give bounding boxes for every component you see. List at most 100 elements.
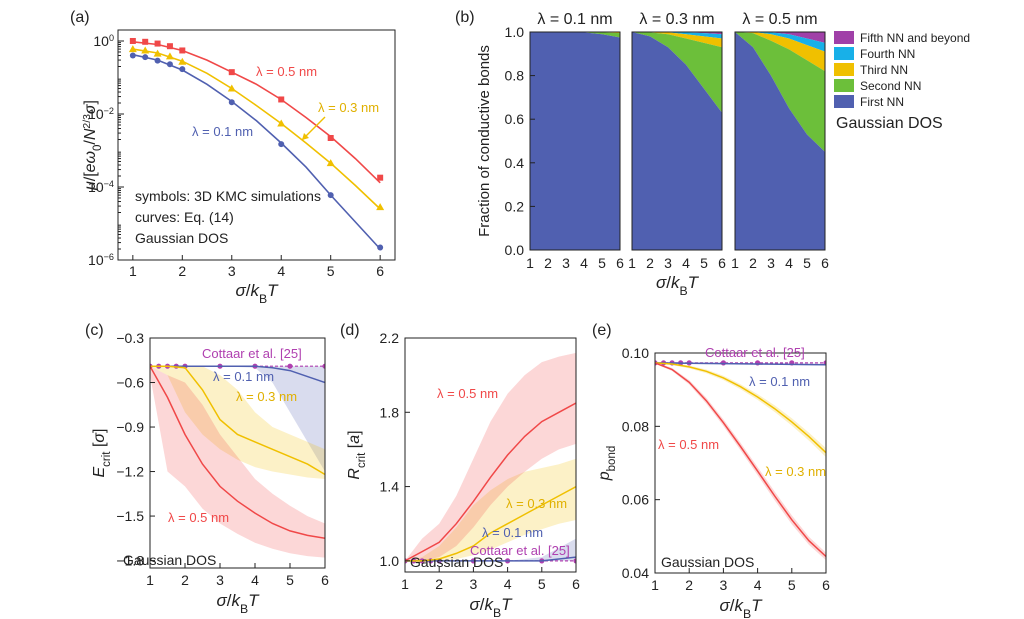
panel-d-xtick-label: 6: [572, 576, 580, 592]
panel-a-point: [278, 141, 285, 148]
panel-b-xtick-label: 4: [682, 255, 690, 271]
panel-b-legend-swatch: [834, 63, 854, 76]
panel-d-frame: [404, 337, 577, 573]
panel-e-line-2: [655, 362, 826, 454]
panel-a-curve-2: [132, 53, 381, 250]
panel-a-point: [154, 57, 161, 64]
panel-c-ytick-label: −0.9: [116, 419, 144, 435]
panel-b-legend-label: Third NN: [860, 63, 908, 77]
panel-a-ytick-label: 10−2: [88, 106, 114, 122]
panel-d-xtick-label: 4: [504, 576, 512, 592]
panel-a-point: [377, 174, 384, 181]
panel-e-label-gold: λ = 0.3 nm: [765, 464, 826, 479]
panel-a-point: [228, 99, 235, 106]
panel-b-area-second: [530, 32, 620, 38]
panel-c-ref-point: [322, 363, 325, 369]
panel-e-xtick-label: 1: [651, 577, 659, 593]
panel-c-label-cottaar: Cottaar et al. [25]: [202, 346, 302, 361]
panel-a-point: [142, 54, 149, 61]
panel-a-label-blue: λ = 0.1 nm: [192, 124, 253, 139]
panel-a-point: [228, 69, 235, 76]
panel-b-subplot-title: λ = 0.1 nm: [537, 11, 612, 28]
panel-a-point: [153, 49, 162, 57]
panel-d-ytick-label: 1.8: [380, 404, 400, 420]
panel-b-ylabel: Fraction of conductive bonds: [476, 45, 493, 237]
panel-d-xtick-label: 5: [538, 576, 546, 592]
panel-b-area-fifth: [632, 32, 722, 35]
panel-b-legend-label: Second NN: [860, 79, 921, 93]
panel-a-label-gold: λ = 0.3 nm: [318, 100, 379, 115]
panel-a-arrowhead-gold: [302, 133, 309, 140]
panel-c-xtick-label: 3: [216, 572, 224, 588]
panel-a-xtick-label: 5: [327, 263, 335, 279]
panel-a-point: [179, 66, 186, 73]
panel-b-area-second: [735, 32, 825, 152]
panel-b-xlabel: σ/kBT: [656, 273, 700, 298]
panel-b-xtick-label: 4: [785, 255, 793, 271]
panel-a-point: [227, 84, 236, 92]
panel-c-xlabel: σ/kBT: [216, 591, 260, 616]
panel-b-plot: λ = 0.1 nm1 2 3 4 5 6λ = 0.3 nm1 2 3 4 5 6λ = 0.5 …: [476, 11, 970, 298]
panel-b-legend-swatch: [834, 79, 854, 92]
panel-b-xtick-label: 2: [544, 255, 552, 271]
panel-a-curves-note: curves: Eq. (14): [135, 209, 234, 225]
panel-e-dos-note: Gaussian DOS: [661, 554, 754, 570]
panel-d-band-3: [405, 352, 576, 561]
panel-b-dos-note: Gaussian DOS: [836, 115, 943, 132]
panel-b-legend-label: First NN: [860, 95, 904, 109]
panel-a-point: [166, 43, 173, 50]
panel-a-point: [129, 52, 136, 59]
panel-e-ytick-label: 0.08: [622, 418, 649, 434]
panel-e-xtick-label: 6: [822, 577, 830, 593]
panel-e-ytick-label: 0.06: [622, 492, 649, 508]
panel-b-ytick-label: 0.0: [505, 242, 525, 258]
panel-a-point: [154, 40, 161, 47]
panel-a-point: [277, 119, 286, 127]
panel-d-ref-point: [573, 558, 576, 564]
panel-e-line-3: [655, 362, 826, 558]
panel-label-c: (c): [85, 322, 104, 339]
panel-b-area-first: [735, 32, 825, 250]
panel-a-curve-1: [132, 48, 381, 210]
panel-a-frame: [117, 29, 396, 261]
panel-c-label-red: λ = 0.5 nm: [168, 510, 229, 525]
panel-c-xtick-label: 2: [181, 572, 189, 588]
panel-a-xlabel: σ/kBT: [235, 281, 279, 306]
panel-a-xtick-label: 3: [228, 263, 236, 279]
panel-b-legend-label: Fifth NN and beyond: [860, 31, 970, 45]
panel-d-xtick-label: 2: [435, 576, 443, 592]
panel-d-dos-note: Gaussian DOS: [410, 554, 503, 570]
panel-d-plot-area: [405, 352, 576, 564]
panel-label-a: (a): [70, 9, 90, 26]
panel-a-xtick-label: 2: [178, 263, 186, 279]
panel-d-label-gold: λ = 0.3 nm: [506, 496, 567, 511]
panel-c-plot-area: [150, 363, 325, 558]
panel-a-point: [327, 192, 334, 199]
panel-c-line-2: [150, 365, 325, 476]
panel-c-band-2: [150, 366, 325, 479]
panel-d-ytick-label: 2.2: [380, 330, 400, 346]
panel-d-xlabel: σ/kBT: [469, 595, 513, 619]
panel-label-b: (b): [455, 9, 475, 26]
panel-d-line-1: [405, 556, 576, 562]
panel-e-label-blue: λ = 0.1 nm: [749, 374, 810, 389]
panel-e-frame: [654, 352, 827, 574]
panel-e-xtick-label: 5: [788, 577, 796, 593]
panel-b-xtick-label: 2: [749, 255, 757, 271]
panel-c-line-3: [150, 365, 325, 540]
panel-d-xtick-label: 1: [401, 576, 409, 592]
panel-a-point: [327, 134, 334, 141]
panel-c-ytick-label: −1.8: [116, 553, 144, 569]
panel-a-point: [165, 52, 174, 60]
panel-e-label-red: λ = 0.5 nm: [658, 437, 719, 452]
panel-b-area-third: [632, 32, 722, 48]
panel-b-xtick-label: 4: [580, 255, 588, 271]
panel-a-point: [142, 38, 149, 45]
panel-b-ytick-label: 1.0: [505, 24, 525, 40]
panel-b-ytick-label: 0.4: [505, 155, 525, 171]
panel-c-xtick-label: 5: [286, 572, 294, 588]
panel-b-area-first: [632, 32, 722, 250]
panel-c-ytick-label: −1.5: [116, 508, 144, 524]
panel-b-subplot-title: λ = 0.5 nm: [742, 11, 817, 28]
